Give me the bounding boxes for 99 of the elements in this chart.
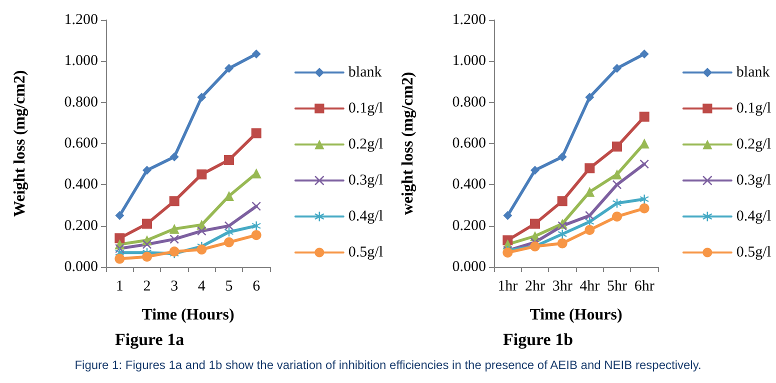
point: [612, 180, 622, 190]
point: [612, 169, 622, 180]
y-axis-title: Weight loss (mg/cm2): [12, 70, 28, 217]
legend-label: blank: [348, 64, 382, 80]
point: [584, 224, 595, 235]
y-tick-label: 0.800: [452, 94, 486, 110]
point: [224, 64, 234, 73]
point: [639, 112, 650, 122]
x-tick-label: 4: [198, 278, 206, 294]
point: [224, 237, 234, 248]
point: [640, 160, 649, 169]
point: [640, 49, 649, 58]
point: [169, 196, 180, 206]
point: [530, 218, 540, 229]
legend-label: 0.4g/l: [736, 208, 772, 224]
point: [558, 230, 567, 239]
point: [502, 248, 513, 258]
y-tick-label: 1.000: [452, 53, 486, 70]
legend-label: 0.5g/l: [348, 244, 384, 260]
point: [558, 221, 567, 230]
y-tick-label: 0.000: [452, 259, 486, 275]
legend-label: 0.3g/l: [348, 172, 384, 188]
y-tick-label: 0.200: [64, 218, 98, 234]
point: [196, 244, 207, 254]
point: [251, 128, 262, 138]
point: [224, 190, 234, 201]
y-tick-label: 0.400: [452, 176, 486, 193]
y-tick-label: 0.000: [64, 259, 98, 275]
point: [170, 234, 179, 244]
point: [224, 228, 234, 237]
point: [197, 92, 206, 102]
point: [197, 226, 206, 236]
point: [530, 166, 540, 175]
point: [252, 202, 261, 211]
point: [585, 217, 594, 226]
x-tick-label: 2hr: [525, 278, 545, 294]
x-tick-label: 5hr: [607, 278, 627, 294]
x-tick-label: 6: [252, 278, 261, 294]
x-tick-label: 5: [225, 278, 233, 294]
y-tick-label: 1.200: [452, 12, 486, 28]
point: [252, 49, 261, 58]
y-tick-label: 0.600: [452, 136, 486, 152]
x-tick-label: 2: [143, 278, 151, 294]
y-tick-label: 0.600: [64, 136, 98, 152]
x-tick-label: 6hr: [634, 278, 654, 294]
text: Figure 1a: [115, 330, 185, 349]
point: [115, 211, 124, 220]
point: [114, 254, 125, 264]
y-tick-label: 0.400: [64, 176, 98, 193]
point: [142, 240, 152, 249]
y-tick-label: 0.800: [64, 94, 98, 110]
point: [557, 196, 568, 206]
point: [503, 211, 512, 220]
point: [252, 221, 261, 230]
y-tick-label: 1.000: [64, 53, 98, 70]
y-tick-label: 0.200: [452, 218, 486, 234]
point: [585, 211, 594, 220]
point: [585, 92, 594, 102]
point: [557, 238, 568, 248]
point: [640, 194, 649, 204]
legend-label: 0.1g/l: [348, 100, 384, 116]
legend-label: 0.3g/l: [736, 172, 772, 188]
x-tick-label: 3: [170, 278, 178, 294]
legend-label: 0.2g/l: [736, 136, 772, 152]
point: [612, 212, 622, 222]
x-axis-title: Time (Hours): [530, 306, 622, 324]
legend-label: blank: [736, 64, 770, 80]
legend-label: 0.1g/l: [736, 100, 772, 116]
x-axis-title: Time (Hours): [142, 306, 234, 324]
legend-label: 0.4g/l: [348, 208, 384, 224]
y-tick-label: 1.200: [64, 12, 98, 28]
point: [169, 246, 180, 257]
caption: Figure 1: Figures 1a and 1b show the variation of inhibition efficiencies in the presence of AEIB and NEIB respectively.: [74, 358, 702, 372]
point: [612, 198, 622, 208]
point: [142, 166, 152, 175]
x-tick-label: 1hr: [498, 278, 518, 294]
x-tick-label: 4hr: [580, 278, 600, 294]
point: [584, 186, 595, 197]
point: [251, 168, 262, 178]
point: [251, 230, 262, 240]
point: [639, 138, 650, 148]
point: [142, 252, 152, 262]
point: [224, 154, 234, 165]
text: Figure 1b: [503, 330, 574, 349]
point: [114, 233, 125, 244]
point: [558, 152, 567, 162]
point: [584, 163, 595, 174]
point: [612, 64, 622, 73]
point: [142, 218, 152, 229]
point: [170, 152, 179, 162]
point: [639, 203, 650, 214]
legend-label: 0.2g/l: [348, 136, 384, 152]
x-tick-label: 1: [116, 278, 124, 294]
x-tick-label: 3hr: [552, 278, 572, 294]
point: [196, 169, 207, 180]
point: [169, 224, 180, 234]
legend-label: 0.5g/l: [736, 244, 772, 260]
y-axis-title: weight loss (mg/cm2): [400, 72, 416, 216]
point: [612, 142, 622, 152]
